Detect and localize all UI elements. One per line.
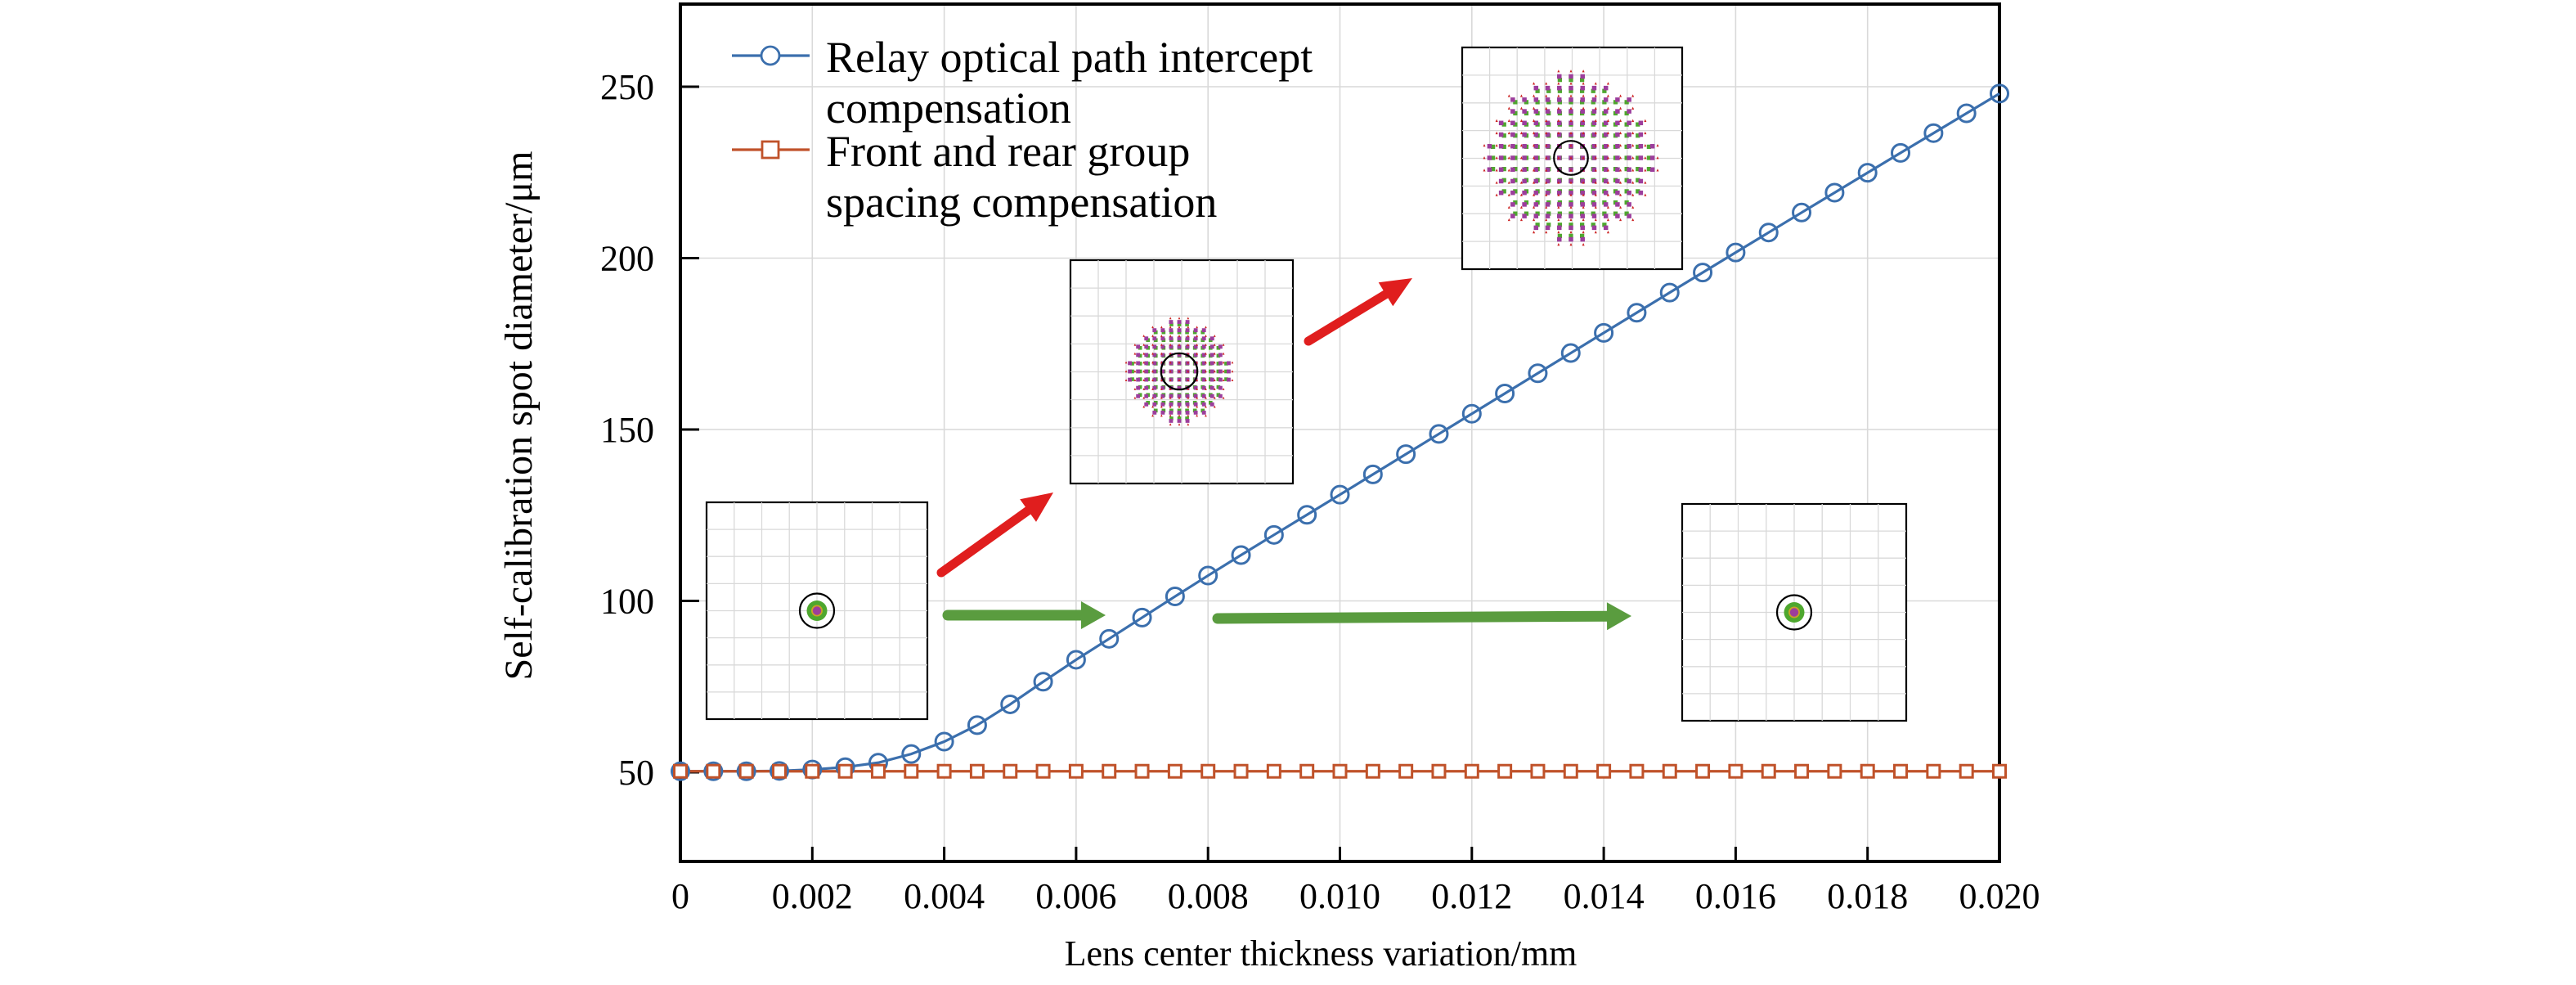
svg-text:0.004: 0.004 (904, 876, 985, 916)
svg-text:200: 200 (600, 239, 654, 279)
svg-text:Relay optical path intercept: Relay optical path intercept (826, 33, 1313, 82)
svg-text:Self-calibration spot diameter: Self-calibration spot diameter/μm (497, 151, 541, 681)
svg-text:100: 100 (600, 582, 654, 622)
svg-text:0.014: 0.014 (1564, 876, 1645, 916)
svg-text:Lens center thickness variatio: Lens center thickness variation/mm (1065, 933, 1577, 974)
svg-text:50: 50 (618, 753, 654, 793)
svg-text:250: 250 (600, 67, 654, 107)
svg-text:0.006: 0.006 (1035, 876, 1116, 916)
svg-text:0.008: 0.008 (1168, 876, 1249, 916)
svg-text:compensation: compensation (826, 83, 1071, 133)
svg-text:0.016: 0.016 (1695, 876, 1776, 916)
svg-text:0.010: 0.010 (1299, 876, 1380, 916)
svg-text:Front and rear group: Front and rear group (826, 127, 1190, 176)
svg-text:spacing compensation: spacing compensation (826, 178, 1217, 227)
svg-text:0.012: 0.012 (1431, 876, 1512, 916)
svg-text:0.020: 0.020 (1959, 876, 2040, 916)
svg-text:0: 0 (671, 876, 689, 916)
svg-text:0.002: 0.002 (772, 876, 853, 916)
svg-text:150: 150 (600, 410, 654, 450)
svg-text:0.018: 0.018 (1827, 876, 1908, 916)
